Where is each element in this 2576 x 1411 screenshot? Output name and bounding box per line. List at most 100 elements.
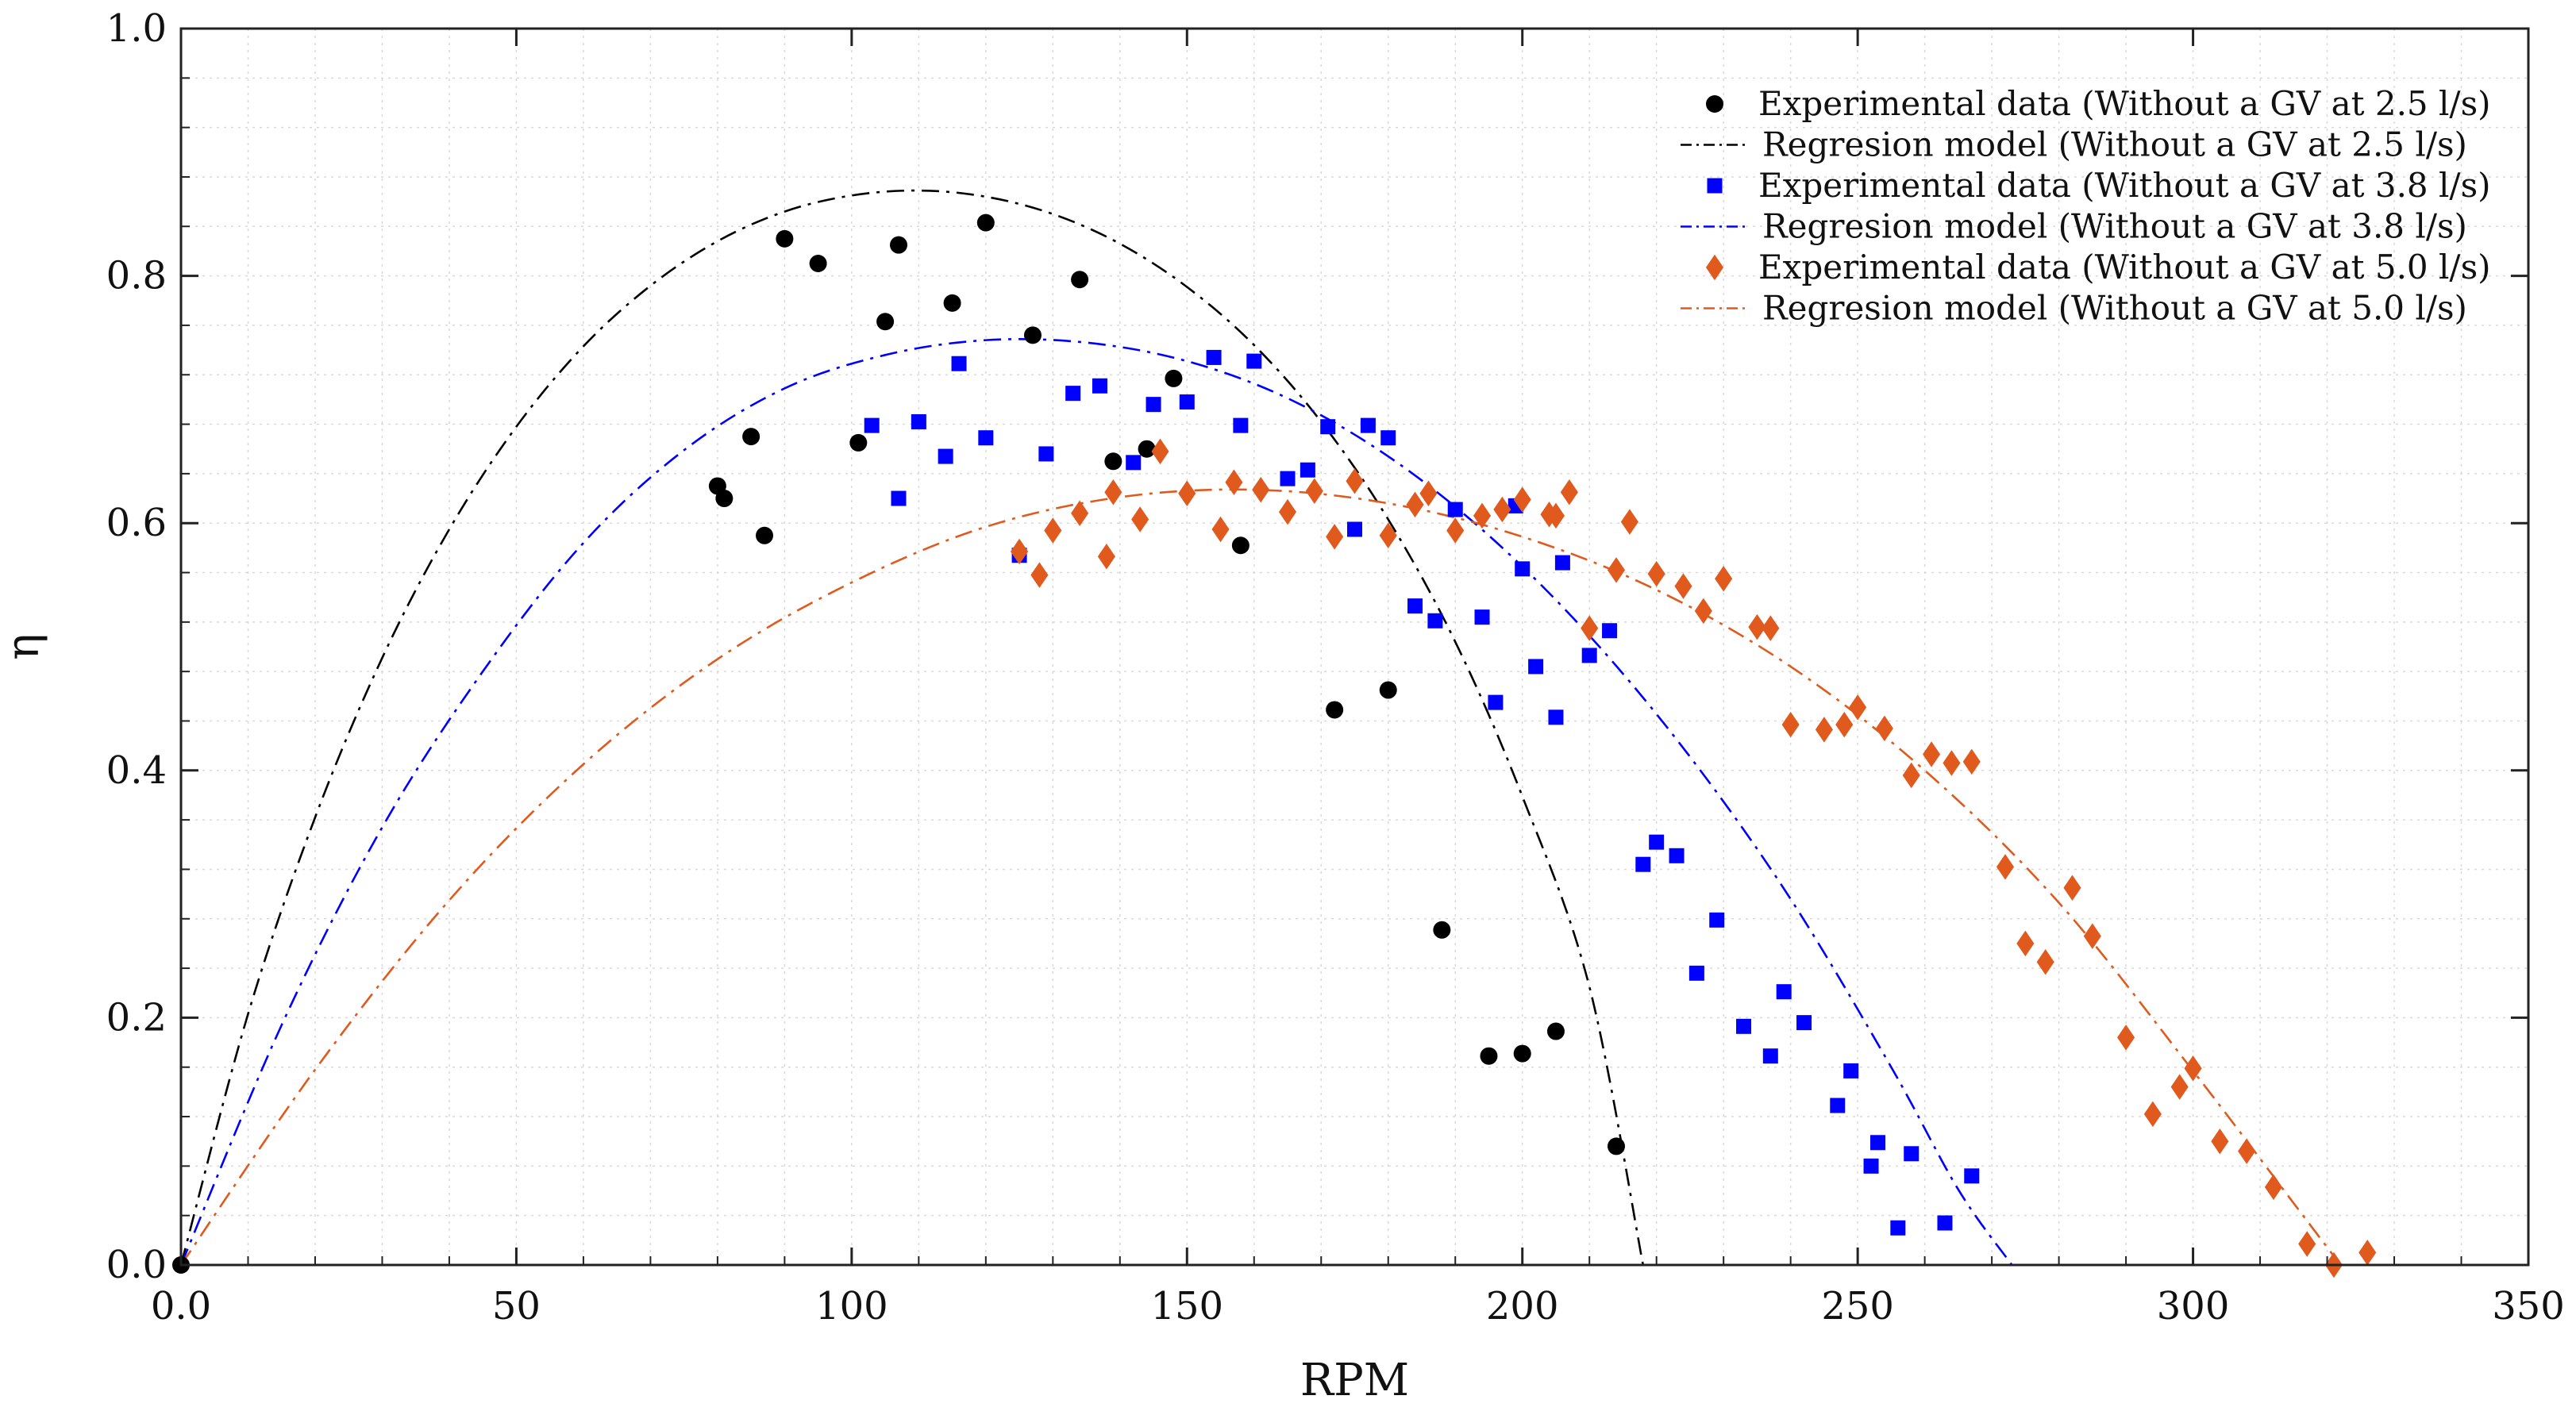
data-point bbox=[1996, 854, 2015, 880]
data-point bbox=[1178, 480, 1196, 507]
data-point bbox=[1781, 711, 1800, 738]
data-point bbox=[1023, 326, 1042, 344]
data-point bbox=[1869, 1135, 1885, 1151]
data-point bbox=[1488, 694, 1504, 710]
data-point bbox=[1875, 715, 1893, 742]
data-point bbox=[2083, 923, 2101, 949]
data-point bbox=[1131, 506, 1149, 532]
data-point bbox=[1300, 462, 1315, 478]
data-point bbox=[1560, 479, 1578, 506]
legend-label: Experimental data (Without a GV at 3.8 l… bbox=[1758, 166, 2491, 205]
data-point bbox=[2211, 1128, 2229, 1155]
data-point bbox=[1097, 544, 1115, 570]
data-point bbox=[1473, 502, 1492, 529]
data-point bbox=[1104, 479, 1122, 506]
legend-item: Experimental data (Without a GV at 3.8 l… bbox=[1707, 166, 2491, 205]
data-point bbox=[1044, 517, 1062, 544]
data-point bbox=[1447, 502, 1463, 517]
data-point bbox=[1843, 1063, 1859, 1078]
data-point bbox=[1546, 502, 1565, 529]
data-point bbox=[1446, 517, 1465, 544]
legend-item: Regresion model (Without a GV at 5.0 l/s… bbox=[1681, 289, 2467, 328]
data-point bbox=[911, 413, 926, 429]
data-point bbox=[1104, 452, 1122, 471]
data-point bbox=[2184, 1055, 2202, 1082]
y-tick-label: 1.0 bbox=[106, 6, 167, 51]
y-tick-label: 0.2 bbox=[106, 995, 167, 1040]
data-point bbox=[976, 213, 995, 232]
data-point bbox=[1346, 467, 1364, 494]
data-point bbox=[1890, 1220, 1906, 1236]
data-point bbox=[1252, 476, 1270, 503]
y-tick-label: 0.4 bbox=[106, 748, 167, 793]
data-point bbox=[1548, 709, 1564, 725]
legend-marker bbox=[1707, 178, 1723, 194]
data-point bbox=[1515, 561, 1531, 577]
data-point bbox=[1602, 623, 1618, 639]
y-tick-label: 0.6 bbox=[106, 501, 167, 545]
data-point bbox=[1179, 394, 1195, 410]
x-tick-label: 50 bbox=[492, 1284, 541, 1328]
data-point bbox=[951, 356, 967, 371]
data-point bbox=[1138, 440, 1156, 458]
y-tick-label: 0.0 bbox=[106, 1243, 167, 1287]
legend-marker bbox=[1706, 95, 1723, 113]
scatter-series-diamond bbox=[1011, 438, 2377, 1278]
legend: Experimental data (Without a GV at 2.5 l… bbox=[1681, 84, 2491, 328]
data-point bbox=[2170, 1074, 2189, 1100]
plot-frame bbox=[179, 27, 2530, 1267]
data-point bbox=[1709, 912, 1725, 928]
data-point bbox=[776, 229, 794, 248]
data-point bbox=[1379, 522, 1397, 549]
data-point bbox=[1649, 834, 1665, 850]
data-point bbox=[2036, 949, 2054, 975]
data-point bbox=[1406, 491, 1424, 518]
data-point bbox=[876, 313, 895, 331]
legend-item: Regresion model (Without a GV at 3.8 l/s… bbox=[1681, 207, 2467, 246]
data-point bbox=[1607, 557, 1626, 583]
x-axis-title: RPM bbox=[1300, 1355, 1409, 1406]
data-point bbox=[943, 294, 961, 312]
data-point bbox=[1546, 1022, 1565, 1040]
data-point bbox=[1092, 378, 1107, 394]
data-point bbox=[1762, 1048, 1778, 1064]
data-point bbox=[1326, 524, 1344, 550]
regression-curve-1 bbox=[179, 337, 2013, 1266]
data-point bbox=[715, 490, 734, 508]
data-point bbox=[1620, 509, 1638, 535]
data-point bbox=[1964, 1168, 1980, 1184]
data-point bbox=[1513, 1044, 1531, 1063]
data-point bbox=[938, 448, 953, 464]
data-point bbox=[1419, 480, 1438, 507]
data-points bbox=[172, 213, 2377, 1278]
x-tick-label: 200 bbox=[1486, 1284, 1559, 1328]
data-point bbox=[1962, 748, 1981, 775]
scatter-series-square bbox=[864, 349, 1980, 1236]
data-point bbox=[1326, 701, 1344, 719]
data-point bbox=[1071, 500, 1089, 526]
data-point bbox=[1528, 659, 1544, 675]
data-point bbox=[1065, 386, 1081, 402]
regression-curves bbox=[179, 189, 2342, 1266]
data-point bbox=[1923, 741, 1941, 767]
data-point bbox=[2238, 1138, 2256, 1164]
axis-ticks: 0.0 50 100 150 200 250 300 350 0.0 0.2 0.4 0.6 0.8 1.… bbox=[106, 6, 2565, 1328]
data-point bbox=[1320, 419, 1336, 435]
data-point bbox=[1231, 536, 1249, 555]
data-point bbox=[1278, 498, 1297, 525]
data-point bbox=[1480, 1047, 1498, 1065]
data-point bbox=[1206, 349, 1222, 365]
data-point bbox=[1736, 1018, 1752, 1034]
data-point bbox=[1379, 681, 1397, 699]
data-point bbox=[1607, 1137, 1625, 1155]
legend-label: Regresion model (Without a GV at 5.0 l/s… bbox=[1762, 289, 2467, 328]
data-point bbox=[1674, 573, 1692, 599]
data-point bbox=[1904, 1146, 1919, 1162]
data-point bbox=[1146, 397, 1161, 413]
legend-label: Experimental data (Without a GV at 5.0 l… bbox=[1758, 248, 2491, 286]
scatter-series-circle bbox=[172, 213, 1625, 1274]
data-point bbox=[2264, 1174, 2283, 1201]
data-point bbox=[1581, 648, 1597, 663]
data-point bbox=[864, 417, 880, 433]
data-point bbox=[1011, 538, 1029, 565]
